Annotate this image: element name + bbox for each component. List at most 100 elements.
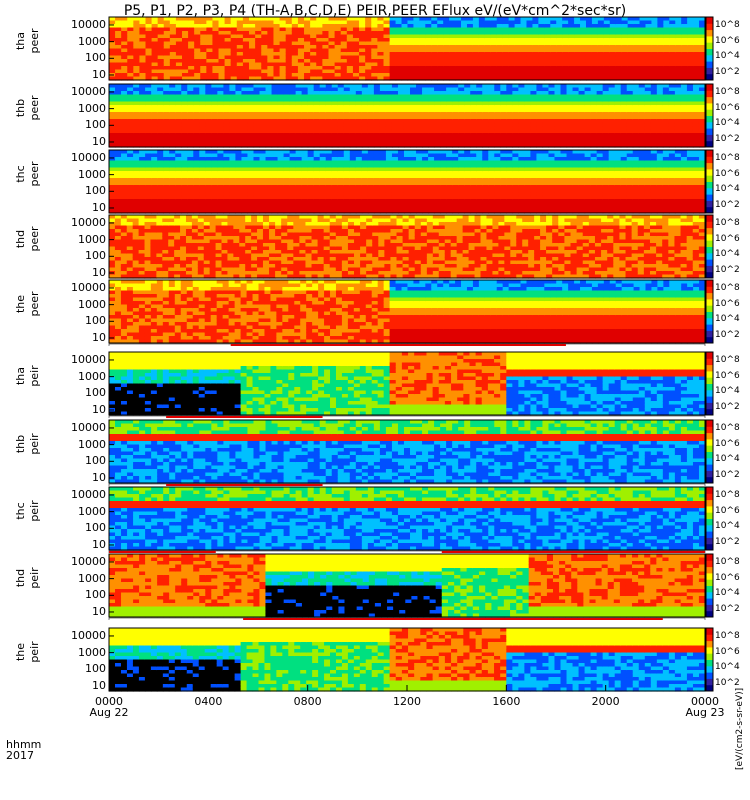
heatmap-cell: [313, 174, 321, 179]
heatmap-cell: [428, 119, 435, 124]
heatmap-cell: [289, 129, 297, 134]
heatmap-cell: [253, 174, 261, 179]
heatmap-cell: [310, 34, 317, 39]
heatmap-cell: [121, 143, 128, 148]
heatmap-cell: [452, 122, 459, 127]
heatmap-cell: [355, 209, 363, 214]
heatmap-cell: [506, 84, 513, 89]
heatmap-cell: [109, 192, 116, 197]
heatmap-cell: [346, 48, 354, 53]
heatmap-cell: [151, 41, 159, 46]
heatmap-cell: [675, 45, 682, 50]
heatmap-cell: [277, 101, 285, 106]
heatmap-cell: [419, 62, 426, 67]
heatmap-cell: [115, 178, 122, 183]
heatmap-cell: [230, 69, 238, 74]
heatmap-cell: [656, 101, 664, 106]
heatmap-cell: [373, 157, 381, 162]
heatmap-cell: [145, 174, 152, 179]
heatmap-cell: [532, 27, 539, 32]
heatmap-cell: [169, 55, 177, 60]
heatmap-cell: [349, 164, 357, 169]
heatmap-cell: [621, 34, 629, 39]
heatmap-cell: [434, 122, 441, 127]
heatmap-cell: [145, 133, 152, 138]
heatmap-cell: [139, 24, 147, 29]
heatmap-cell: [590, 119, 598, 124]
heatmap-cell: [597, 76, 605, 81]
heatmap-cell: [518, 174, 525, 179]
heatmap-cell: [127, 31, 134, 36]
heatmap-cell: [494, 108, 501, 113]
heatmap-cell: [518, 133, 525, 138]
heatmap-cell: [470, 98, 477, 103]
heatmap-cell: [397, 122, 405, 127]
heatmap-cell: [307, 126, 315, 131]
heatmap-cell: [229, 105, 237, 110]
heatmap-cell: [524, 206, 532, 211]
heatmap-cell: [461, 76, 468, 81]
heatmap-cell: [109, 122, 116, 127]
heatmap-cell: [367, 98, 375, 103]
heatmap-cell: [556, 66, 563, 71]
heatmap-cell: [542, 133, 550, 138]
heatmap-cell: [157, 150, 164, 155]
heatmap-cell: [373, 94, 381, 99]
heatmap-cell: [662, 122, 670, 127]
heatmap-cell: [301, 140, 309, 145]
heatmap-cell: [403, 206, 411, 211]
heatmap-cell: [550, 41, 557, 46]
heatmap-cell: [211, 105, 218, 110]
heatmap-cell: [295, 167, 303, 172]
heatmap-cell: [151, 31, 159, 36]
heatmap-cell: [383, 27, 391, 32]
heatmap-cell: [145, 185, 152, 190]
heatmap-cell: [261, 24, 268, 29]
heatmap-cell: [343, 160, 351, 165]
heatmap-cell: [169, 52, 177, 57]
heatmap-cell: [464, 140, 471, 145]
heatmap-cell: [379, 105, 387, 110]
heatmap-cell: [662, 98, 670, 103]
heatmap-cell: [403, 195, 411, 200]
heatmap-cell: [230, 45, 238, 50]
heatmap-cell: [199, 157, 206, 162]
heatmap-cell: [530, 129, 538, 134]
heatmap-cell: [145, 62, 153, 67]
heatmap-cell: [699, 27, 706, 32]
heatmap-cell: [542, 91, 550, 96]
heatmap-cell: [109, 69, 116, 74]
heatmap-cell: [145, 164, 152, 169]
heatmap-cell: [181, 140, 188, 145]
heatmap-cell: [536, 115, 544, 120]
heatmap-cell: [413, 24, 420, 29]
heatmap-cell: [638, 126, 646, 131]
heatmap-cell: [508, 59, 516, 64]
heatmap-cell: [297, 59, 305, 64]
heatmap-cell: [255, 73, 262, 78]
heatmap-cell: [188, 59, 195, 64]
heatmap-cell: [199, 188, 206, 193]
heatmap-cell: [385, 188, 393, 193]
heatmap-cell: [602, 140, 610, 145]
heatmap-cell: [139, 108, 146, 113]
heatmap-cell: [109, 199, 116, 204]
heatmap-cell: [224, 34, 232, 39]
heatmap-cell: [669, 66, 676, 71]
heatmap-cell: [283, 153, 291, 158]
heatmap-cell: [484, 38, 492, 43]
heatmap-cell: [316, 45, 323, 50]
heatmap-cell: [328, 41, 336, 46]
heatmap-cell: [580, 17, 587, 22]
heatmap-cell: [271, 112, 279, 117]
heatmap-cell: [193, 202, 200, 207]
heatmap-cell: [151, 34, 159, 39]
heatmap-cell: [218, 52, 226, 57]
heatmap-cell: [602, 105, 610, 110]
heatmap-cell: [434, 206, 441, 211]
heatmap-cell: [425, 48, 432, 53]
heatmap-cell: [502, 76, 510, 81]
heatmap-cell: [585, 31, 593, 36]
heatmap-cell: [407, 17, 415, 22]
heatmap-cell: [449, 62, 456, 67]
